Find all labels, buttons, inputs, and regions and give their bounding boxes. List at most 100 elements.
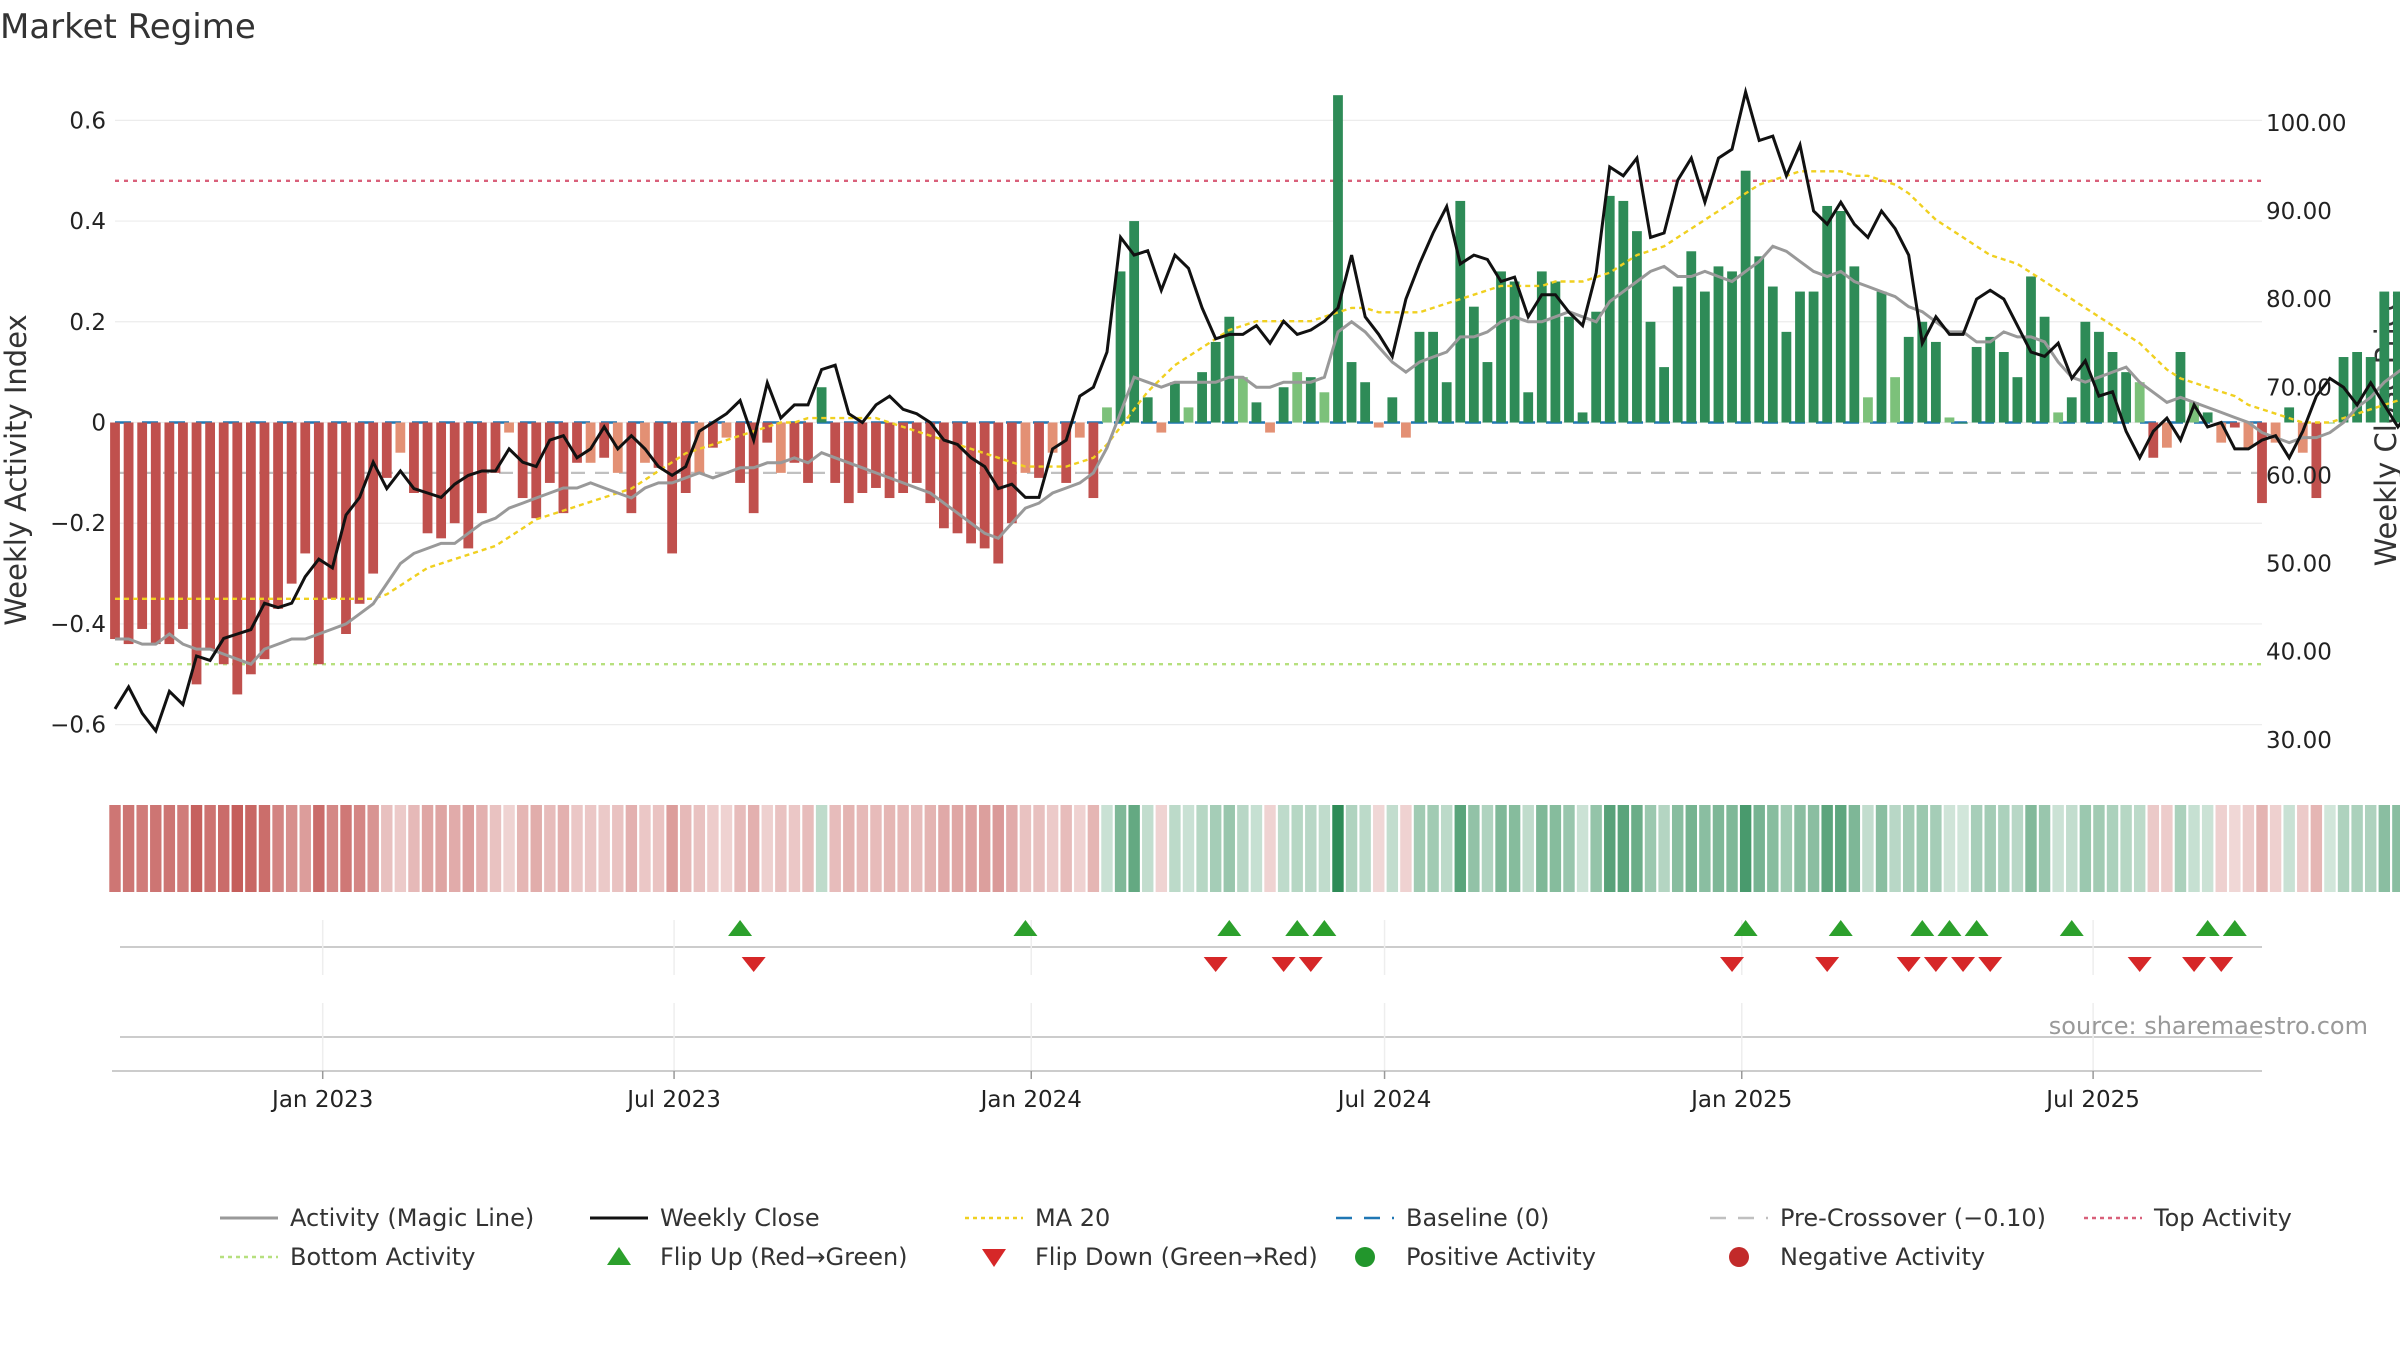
flip-down-marker (1896, 957, 1921, 972)
heat-cell (190, 805, 203, 892)
heat-cell (516, 805, 529, 892)
activity-bar (1278, 387, 1289, 423)
heat-cell (1277, 805, 1290, 892)
activity-bar (1754, 256, 1765, 423)
heat-cell (299, 805, 311, 892)
activity-bar (680, 422, 691, 493)
heat-cell (557, 805, 570, 892)
heat-cell (639, 805, 651, 892)
heat-cell (1767, 805, 1779, 892)
heat-cell (2215, 805, 2227, 892)
heat-cell (1454, 805, 1466, 892)
activity-bar (313, 422, 324, 665)
heat-cell (1848, 805, 1861, 892)
activity-bar (803, 422, 813, 483)
heat-cell (1902, 805, 1915, 892)
activity-bar (2121, 372, 2132, 423)
heat-cell (2365, 805, 2377, 892)
heat-cell (2106, 805, 2119, 892)
heat-cell (680, 805, 692, 892)
activity-bar (2325, 422, 2335, 424)
activity-bar (1659, 367, 1669, 423)
heat-cell (1427, 805, 1439, 892)
activity-bar (381, 422, 392, 478)
activity-bar (789, 422, 800, 463)
activity-bar (150, 422, 161, 645)
legend: Activity (Magic Line) Weekly Close MA 20 Ba… (220, 1204, 2292, 1271)
heat-cell (1345, 805, 1358, 892)
activity-bar (708, 422, 718, 448)
heat-cell (1835, 805, 1847, 892)
heat-cell (1318, 805, 1331, 892)
heat-cell (2283, 805, 2295, 892)
right-tick-label: 70.00 (2266, 375, 2332, 401)
x-tick-label: Jul 2023 (625, 1087, 721, 1113)
activity-bar (2189, 402, 2199, 423)
activity-bar (558, 422, 569, 514)
activity-bar (735, 422, 745, 483)
activity-bar (775, 422, 786, 473)
activity-bar (2039, 316, 2050, 423)
activity-bar (626, 422, 637, 514)
heat-cell (1549, 805, 1562, 892)
heat-cell (1658, 805, 1670, 892)
x-tick-label: Jul 2025 (2044, 1087, 2140, 1113)
activity-bar (1917, 321, 1928, 423)
chart-title: Market Regime (0, 7, 256, 47)
heat-cell (122, 805, 135, 892)
legend-swatch (1729, 1247, 1749, 1267)
activity-bar (2134, 382, 2145, 423)
activity-bar (2175, 352, 2186, 423)
heat-cell (1386, 805, 1399, 892)
activity-bar (245, 422, 256, 675)
heat-cell (1685, 805, 1697, 892)
heat-cell (136, 805, 148, 892)
heat-cell (2188, 805, 2200, 892)
heat-cell (1033, 805, 1045, 892)
activity-bar (1632, 231, 1642, 423)
activity-bar (1795, 291, 1805, 423)
heat-cell (1617, 805, 1630, 892)
activity-bar (1414, 331, 1425, 423)
heat-cell (1712, 805, 1725, 892)
heat-cell (1671, 805, 1684, 892)
activity-bar (993, 422, 1004, 564)
heat-cell (707, 805, 719, 892)
activity-bar (1251, 402, 1262, 423)
heat-cell (1468, 805, 1480, 892)
activity-bar (544, 422, 555, 483)
flip-markers-panel (120, 920, 2262, 975)
heat-cell (544, 805, 556, 892)
x-tick-label: Jan 2025 (1689, 1087, 1792, 1113)
activity-bar (1373, 422, 1384, 428)
heat-cell (1373, 805, 1385, 892)
flip-down-marker (2182, 957, 2207, 972)
heat-cell (435, 805, 447, 892)
legend-label: Weekly Close (660, 1204, 820, 1232)
heat-cell (815, 805, 828, 892)
activity-bar (1006, 422, 1017, 524)
heat-cell (150, 805, 162, 892)
activity-bar (2229, 422, 2240, 428)
activity-bar (2243, 422, 2254, 448)
activity-bar (2216, 422, 2227, 443)
activity-bar (1536, 271, 1547, 423)
activity-bar (599, 422, 610, 458)
activity-bar (1088, 422, 1099, 499)
heat-cell (788, 805, 801, 892)
activity-bar (1645, 321, 1656, 423)
flip-up-marker (1910, 920, 1935, 936)
activity-bars (110, 95, 2400, 695)
heat-cell (2161, 805, 2173, 892)
heat-cell (2133, 805, 2146, 892)
source-note: source: sharemaestro.com (2049, 1012, 2368, 1040)
flip-down-marker (1815, 957, 1840, 972)
legend-label: Activity (Magic Line) (290, 1204, 534, 1232)
activity-bar (1183, 407, 1194, 423)
activity-bar (667, 422, 678, 554)
activity-bar (1319, 392, 1330, 423)
left-tick-label: 0 (91, 411, 106, 437)
heat-cell (1182, 805, 1195, 892)
activity-bar (966, 422, 976, 544)
activity-bar (1170, 382, 1180, 423)
